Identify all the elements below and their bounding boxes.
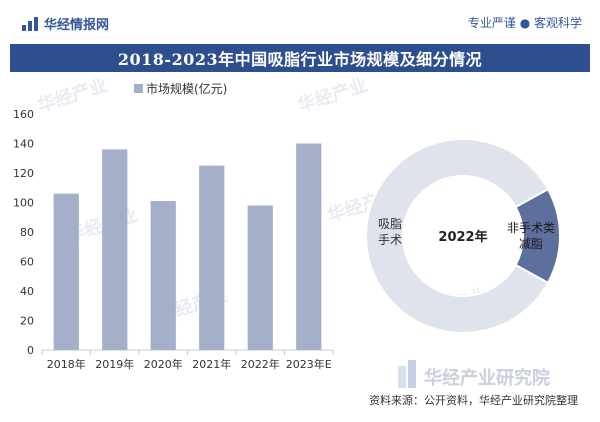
legend-swatch — [134, 84, 143, 93]
y-tick-label: 60 — [20, 256, 34, 269]
brand: 华经情报网 — [22, 14, 109, 33]
bar — [53, 193, 79, 350]
bar-chart: 市场规模(亿元) 0 20 40 60 80 100 120 140 160 2018年 2019年 2… — [13, 81, 334, 371]
brand-watermark-icon — [398, 360, 416, 388]
y-tick-label: 100 — [13, 197, 34, 210]
slogan: 专业严谨 ● 客观科学 — [467, 16, 582, 30]
x-tick-label: 2021年 — [192, 357, 231, 371]
x-tick-label: 2019年 — [95, 357, 134, 371]
bar — [199, 165, 225, 350]
y-tick-label: 140 — [13, 138, 34, 151]
y-tick-label: 160 — [13, 108, 34, 121]
slice-label: 非手术类减脂 — [507, 221, 555, 251]
y-tick-label: 40 — [20, 285, 34, 298]
bar — [296, 143, 322, 350]
pie-slice — [365, 138, 550, 334]
donut-center-label: 2022年 — [438, 229, 487, 245]
y-tick-label: 0 — [27, 344, 34, 357]
watermark-text: 华经产业 — [295, 74, 370, 117]
y-tick-label: 20 — [20, 315, 34, 328]
title-band: 2018-2023年中国吸脂行业市场规模及细分情况 — [10, 44, 590, 72]
bar-chart-icon — [22, 16, 38, 31]
chart-title: 2018-2023年中国吸脂行业市场规模及细分情况 — [117, 50, 483, 69]
watermark-text: 华经产业 — [35, 74, 110, 117]
top-bar: 华经情报网 专业严谨 ● 客观科学 — [0, 0, 600, 40]
bar — [102, 149, 128, 350]
pie-slice — [514, 187, 561, 285]
brand-watermark-text: 华经产业研究院 — [424, 367, 550, 389]
y-tick-label: 120 — [13, 167, 34, 180]
x-tick-label: 2023年E — [286, 357, 332, 371]
legend-label: 市场规模(亿元) — [146, 81, 227, 96]
y-tick-label: 80 — [20, 226, 34, 239]
chart-canvas: 华经产业华经产业华经产业华经产业华经产业华经产业 市场规模(亿元)0204060… — [13, 74, 561, 389]
footer-watermark: 华经产业研究院 — [398, 360, 550, 389]
source-note: 资料来源：公开资料，华经产业研究院整理 — [369, 394, 578, 407]
legend: 市场规模(亿元) — [134, 81, 227, 96]
donut-chart: 2022年 吸脂手术 非手术类减脂 — [365, 138, 561, 334]
x-tick-label: 2020年 — [144, 357, 183, 371]
bar — [247, 205, 273, 350]
brand-name: 华经情报网 — [44, 18, 110, 33]
x-tick-label: 2018年 — [47, 357, 86, 371]
slice-label: 吸脂手术 — [378, 216, 402, 247]
x-tick-label: 2022年 — [241, 357, 280, 371]
bar — [150, 201, 176, 350]
